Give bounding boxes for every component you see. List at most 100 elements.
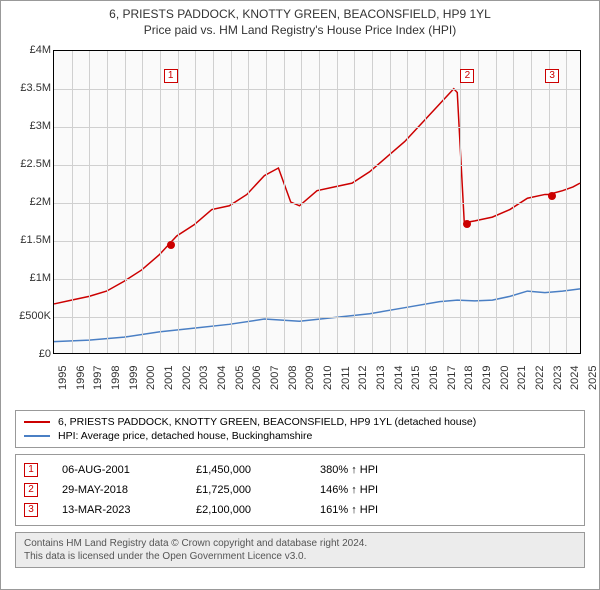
sale-row: 2 29-MAY-2018 £1,725,000 146% ↑ HPI — [24, 480, 576, 500]
legend: 6, PRIESTS PADDOCK, KNOTTY GREEN, BEACON… — [15, 410, 585, 448]
xtick-label: 2006 — [251, 366, 263, 390]
sale-dot-1 — [167, 241, 175, 249]
gridline-x — [425, 51, 426, 353]
gridline-x — [178, 51, 179, 353]
sale-number: 2 — [24, 483, 38, 497]
legend-row: HPI: Average price, detached house, Buck… — [24, 429, 576, 443]
gridline-y — [54, 203, 580, 204]
ytick-label: £1M — [11, 272, 51, 284]
gridline-x — [284, 51, 285, 353]
xtick-label: 2012 — [357, 366, 369, 390]
legend-label: HPI: Average price, detached house, Buck… — [58, 430, 312, 442]
gridline-x — [72, 51, 73, 353]
series-property — [54, 89, 580, 304]
xtick-label: 2018 — [463, 366, 475, 390]
ytick-label: £1.5M — [11, 234, 51, 246]
gridline-x — [337, 51, 338, 353]
xtick-label: 2017 — [446, 366, 458, 390]
gridline-y — [54, 317, 580, 318]
xtick-label: 2001 — [163, 366, 175, 390]
legend-swatch — [24, 435, 50, 437]
legend-swatch — [24, 421, 50, 423]
xtick-label: 2024 — [569, 366, 581, 390]
xtick-label: 2003 — [198, 366, 210, 390]
gridline-x — [354, 51, 355, 353]
xtick-label: 2008 — [287, 366, 299, 390]
sale-date: 06-AUG-2001 — [62, 464, 172, 476]
sale-hpi: 146% ↑ HPI — [320, 484, 576, 496]
xtick-label: 2015 — [410, 366, 422, 390]
gridline-x — [213, 51, 214, 353]
gridline-x — [549, 51, 550, 353]
gridline-x — [248, 51, 249, 353]
gridline-x — [390, 51, 391, 353]
xtick-label: 2000 — [145, 366, 157, 390]
gridline-x — [266, 51, 267, 353]
xtick-label: 2011 — [340, 367, 352, 391]
gridline-x — [160, 51, 161, 353]
ytick-label: £0 — [11, 348, 51, 360]
gridline-x — [496, 51, 497, 353]
xtick-label: 2013 — [375, 366, 387, 390]
sale-marker-2: 2 — [460, 69, 474, 83]
gridline-y — [54, 241, 580, 242]
xtick-label: 2021 — [516, 366, 528, 390]
xtick-label: 1999 — [128, 366, 140, 390]
gridline-x — [89, 51, 90, 353]
xtick-label: 2014 — [393, 366, 405, 390]
sale-marker-1: 1 — [164, 69, 178, 83]
plot-region: 123 — [53, 50, 581, 354]
sale-number: 3 — [24, 503, 38, 517]
sale-hpi: 161% ↑ HPI — [320, 504, 576, 516]
ytick-label: £3M — [11, 120, 51, 132]
ytick-label: £3.5M — [11, 82, 51, 94]
sale-price: £1,725,000 — [196, 484, 296, 496]
gridline-x — [531, 51, 532, 353]
title-line-1: 6, PRIESTS PADDOCK, KNOTTY GREEN, BEACON… — [5, 7, 595, 23]
gridline-x — [443, 51, 444, 353]
ytick-label: £2M — [11, 196, 51, 208]
legend-label: 6, PRIESTS PADDOCK, KNOTTY GREEN, BEACON… — [58, 416, 476, 428]
gridline-x — [107, 51, 108, 353]
gridline-x — [460, 51, 461, 353]
gridline-y — [54, 127, 580, 128]
xtick-label: 2019 — [481, 366, 493, 390]
legend-row: 6, PRIESTS PADDOCK, KNOTTY GREEN, BEACON… — [24, 415, 576, 429]
sale-row: 3 13-MAR-2023 £2,100,000 161% ↑ HPI — [24, 500, 576, 520]
gridline-x — [125, 51, 126, 353]
xtick-label: 2023 — [552, 366, 564, 390]
gridline-x — [566, 51, 567, 353]
ytick-label: £4M — [11, 44, 51, 56]
xtick-label: 2007 — [269, 366, 281, 390]
gridline-y — [54, 89, 580, 90]
title-block: 6, PRIESTS PADDOCK, KNOTTY GREEN, BEACON… — [1, 1, 599, 40]
xtick-label: 2009 — [304, 366, 316, 390]
sale-dot-3 — [548, 192, 556, 200]
gridline-x — [301, 51, 302, 353]
gridline-x — [142, 51, 143, 353]
ytick-label: £500K — [11, 310, 51, 322]
xtick-label: 1998 — [110, 366, 122, 390]
title-line-2: Price paid vs. HM Land Registry's House … — [5, 23, 595, 39]
sale-date: 29-MAY-2018 — [62, 484, 172, 496]
chart-container: 6, PRIESTS PADDOCK, KNOTTY GREEN, BEACON… — [0, 0, 600, 590]
gridline-y — [54, 165, 580, 166]
gridline-x — [478, 51, 479, 353]
gridline-x — [513, 51, 514, 353]
xtick-label: 2025 — [587, 366, 599, 390]
xtick-label: 2020 — [499, 366, 511, 390]
xtick-label: 2005 — [234, 366, 246, 390]
gridline-x — [407, 51, 408, 353]
xtick-label: 2010 — [322, 366, 334, 390]
xtick-label: 2004 — [216, 366, 228, 390]
gridline-x — [372, 51, 373, 353]
gridline-x — [319, 51, 320, 353]
sale-price: £2,100,000 — [196, 504, 296, 516]
sale-row: 106-AUG-2001£1,450,000380% ↑ HPI — [24, 460, 576, 480]
xtick-label: 2002 — [181, 366, 193, 390]
footer-line-1: Contains HM Land Registry data © Crown c… — [24, 537, 576, 550]
footer: Contains HM Land Registry data © Crown c… — [15, 532, 585, 568]
sale-dot-2 — [463, 220, 471, 228]
xtick-label: 1995 — [57, 366, 69, 390]
sale-date: 13-MAR-2023 — [62, 504, 172, 516]
